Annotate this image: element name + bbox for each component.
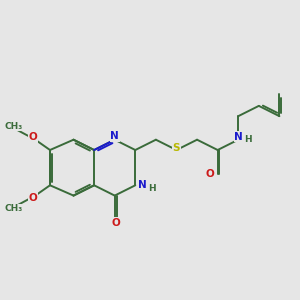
- Text: CH₃: CH₃: [4, 122, 22, 131]
- Text: S: S: [173, 142, 180, 153]
- Text: N: N: [138, 180, 147, 190]
- Text: O: O: [206, 169, 215, 178]
- Text: CH₃: CH₃: [4, 204, 22, 213]
- Text: O: O: [112, 218, 121, 228]
- Text: N: N: [110, 131, 119, 141]
- Text: N: N: [234, 132, 243, 142]
- Text: H: H: [148, 184, 156, 193]
- Text: H: H: [244, 135, 251, 144]
- Text: O: O: [28, 132, 37, 142]
- Text: O: O: [28, 193, 37, 203]
